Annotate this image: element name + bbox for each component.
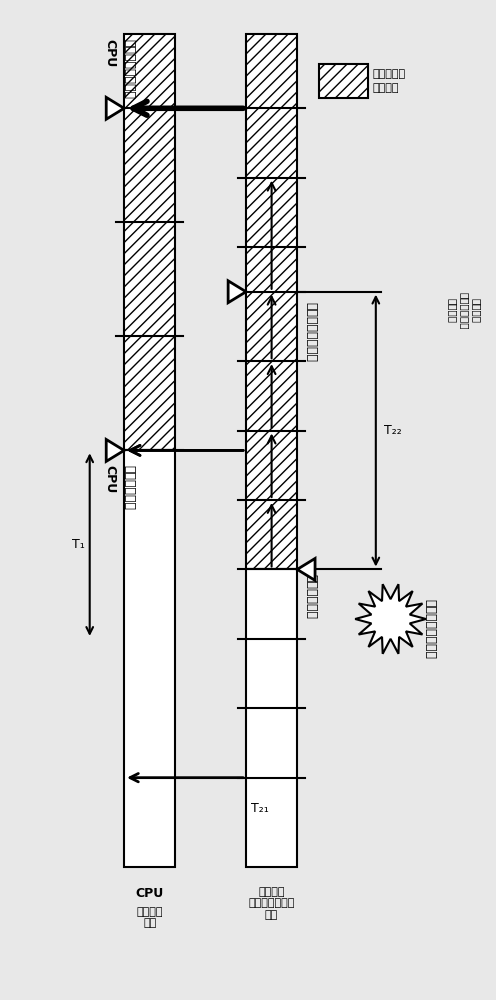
Bar — [124, 34, 175, 450]
Text: 输入模块
故障检测处理
处理时间: 输入模块 故障检测处理 处理时间 — [448, 292, 481, 329]
Text: T₂₁: T₂₁ — [251, 802, 269, 815]
Polygon shape — [106, 97, 124, 119]
Text: CPU: CPU — [104, 465, 117, 494]
Bar — [319, 64, 368, 98]
Text: 数据轮询
周期: 数据轮询 周期 — [136, 907, 163, 928]
Text: CPU: CPU — [135, 887, 164, 900]
Text: 输入模块故障检测: 输入模块故障检测 — [305, 302, 317, 362]
Bar — [246, 569, 297, 867]
Polygon shape — [228, 281, 246, 303]
Text: 输入模块
数据更新处理部
周期: 输入模块 数据更新处理部 周期 — [248, 887, 295, 920]
Bar — [246, 34, 297, 569]
Text: T₁: T₁ — [72, 538, 85, 551]
Text: 输入模块故障检测: 输入模块故障检测 — [123, 39, 135, 99]
Text: 故障数据混入: 故障数据混入 — [305, 574, 317, 619]
Polygon shape — [297, 558, 315, 580]
Polygon shape — [106, 439, 124, 461]
Polygon shape — [355, 584, 426, 654]
Text: CPU: CPU — [104, 39, 117, 67]
Text: 故障数据检测: 故障数据检测 — [123, 465, 135, 510]
Text: ：故障数据: ：故障数据 — [373, 69, 406, 79]
Text: T₂₂: T₂₂ — [384, 424, 401, 437]
Bar — [124, 450, 175, 867]
Text: 发生输入模块故障: 发生输入模块故障 — [424, 599, 436, 659]
Text: 混入状态: 混入状态 — [373, 84, 399, 94]
